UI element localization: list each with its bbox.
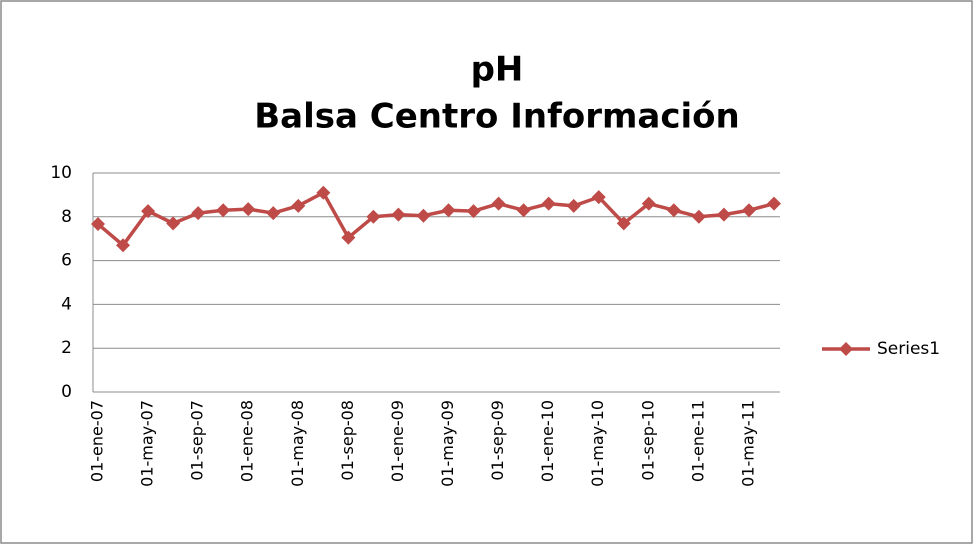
data-point: [716, 207, 731, 222]
chart-subtitle: Balsa Centro Información: [254, 97, 739, 137]
x-tick-label: 01-may-11: [738, 400, 757, 487]
data-point: [541, 196, 556, 211]
series-line: [96, 190, 775, 248]
chart-title: pH: [471, 50, 524, 90]
data-point: [641, 196, 656, 211]
data-point: [691, 209, 706, 224]
y-tick-label: 10: [50, 163, 72, 183]
y-tick-label: 6: [61, 251, 72, 271]
data-point: [316, 185, 331, 200]
legend-marker: [839, 342, 853, 356]
data-point: [266, 206, 281, 221]
data-point: [166, 216, 181, 231]
x-tick-label: 01-sep-08: [338, 400, 357, 481]
data-point: [666, 203, 681, 218]
x-tick-label: 01-ene-10: [538, 400, 557, 482]
x-tick-label: 01-ene-11: [688, 400, 707, 482]
data-point: [391, 207, 406, 222]
x-tick-label: 01-may-09: [438, 400, 457, 487]
data-point: [191, 206, 206, 221]
x-tick-label: 01-may-10: [588, 400, 607, 487]
data-point: [616, 216, 631, 231]
data-point: [491, 196, 506, 211]
x-tick-label: 01-ene-07: [88, 400, 107, 482]
x-tick-label: 01-sep-09: [488, 400, 507, 481]
data-point: [216, 203, 231, 218]
data-point: [591, 190, 606, 205]
x-tick-label: 01-may-07: [138, 400, 157, 487]
x-tick-label: 01-ene-08: [238, 400, 257, 482]
x-tick-label: 01-sep-07: [188, 400, 207, 481]
data-point: [441, 203, 456, 218]
data-point: [516, 203, 531, 218]
data-point: [366, 209, 381, 224]
y-tick-label: 2: [61, 338, 72, 358]
data-point: [416, 208, 431, 223]
x-tick-label: 01-may-08: [288, 400, 307, 487]
data-point: [291, 198, 306, 213]
data-point: [91, 217, 105, 232]
data-point: [767, 196, 781, 211]
data-point: [466, 204, 481, 219]
data-point: [741, 203, 756, 218]
data-point: [341, 230, 356, 245]
y-tick-label: 0: [61, 382, 72, 402]
data-point: [241, 202, 256, 217]
x-tick-label: 01-ene-09: [388, 400, 407, 482]
data-point: [116, 238, 131, 253]
legend-label: Series1: [877, 339, 940, 359]
y-tick-label: 8: [61, 207, 72, 227]
data-point: [141, 204, 156, 219]
x-tick-label: 01-sep-10: [638, 400, 657, 481]
data-point: [566, 198, 581, 213]
y-tick-label: 4: [61, 294, 72, 314]
